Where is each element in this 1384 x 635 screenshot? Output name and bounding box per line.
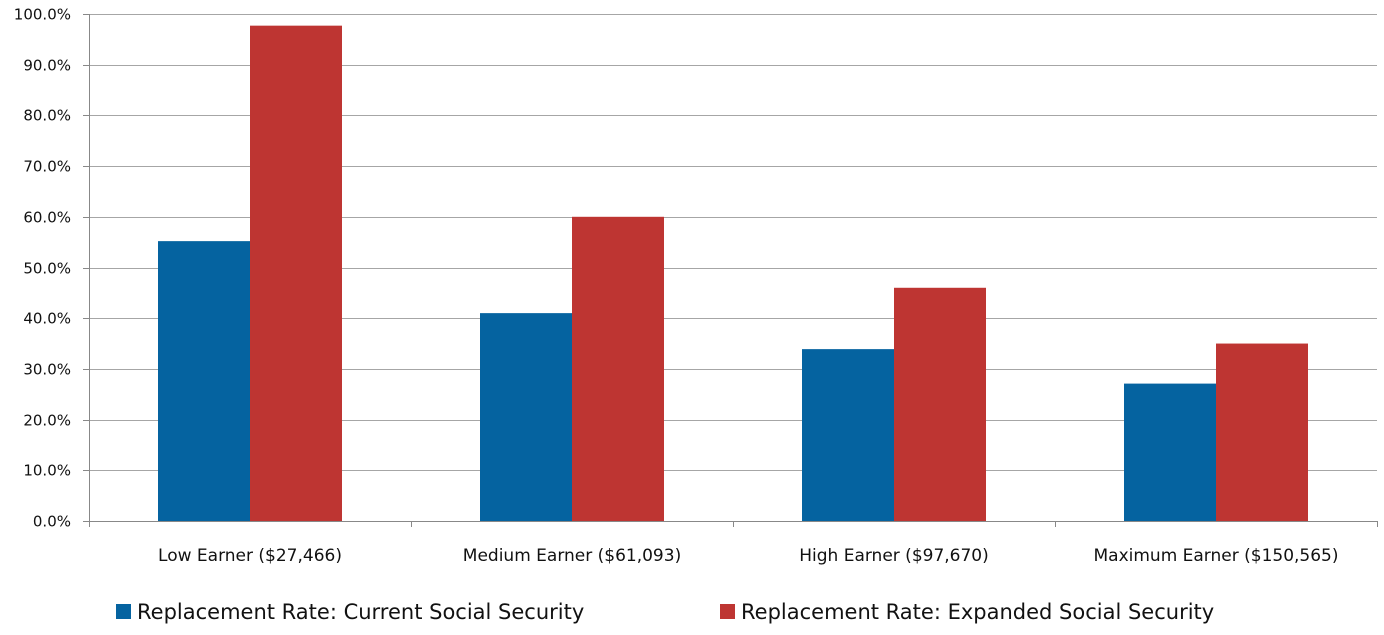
bar-expanded-2	[894, 287, 986, 521]
bars	[158, 25, 1308, 522]
x-tick-label: High Earner ($97,670)	[799, 546, 989, 566]
axes: 0.0% 10.0% 20.0% 30.0% 40.0% 50.0% 60.0% 70.0% 8…	[14, 6, 1378, 566]
bar-expanded-1	[572, 216, 664, 522]
bar-expanded-3	[1216, 343, 1308, 521]
bar-current-3	[1124, 383, 1216, 521]
y-tick-label: 20.0%	[23, 412, 71, 430]
legend: Replacement Rate: Current Social Securit…	[116, 600, 1214, 624]
x-tick-label: Medium Earner ($61,093)	[463, 546, 681, 566]
y-tick-label: 80.0%	[23, 107, 71, 125]
y-tick-label: 10.0%	[23, 462, 71, 480]
bar-current-1	[480, 313, 572, 521]
y-tick-label: 30.0%	[23, 361, 71, 379]
x-tick-label: Low Earner ($27,466)	[158, 546, 342, 566]
y-tick-label: 60.0%	[23, 209, 71, 227]
y-tick-label: 0.0%	[33, 513, 71, 531]
y-tick-label: 90.0%	[23, 57, 71, 75]
y-tick-label: 100.0%	[14, 6, 71, 24]
legend-swatch-expanded	[720, 604, 735, 619]
bar-current-0	[158, 241, 250, 522]
legend-label-current: Replacement Rate: Current Social Securit…	[137, 600, 584, 624]
y-tick-label: 70.0%	[23, 158, 71, 176]
legend-label-expanded: Replacement Rate: Expanded Social Securi…	[741, 600, 1214, 624]
x-tick-label: Maximum Earner ($150,565)	[1093, 546, 1338, 566]
bar-current-2	[802, 349, 894, 521]
bar-expanded-0	[250, 25, 342, 521]
y-tick-label: 50.0%	[23, 260, 71, 278]
y-tick-label: 40.0%	[23, 310, 71, 328]
legend-swatch-current	[116, 604, 131, 619]
